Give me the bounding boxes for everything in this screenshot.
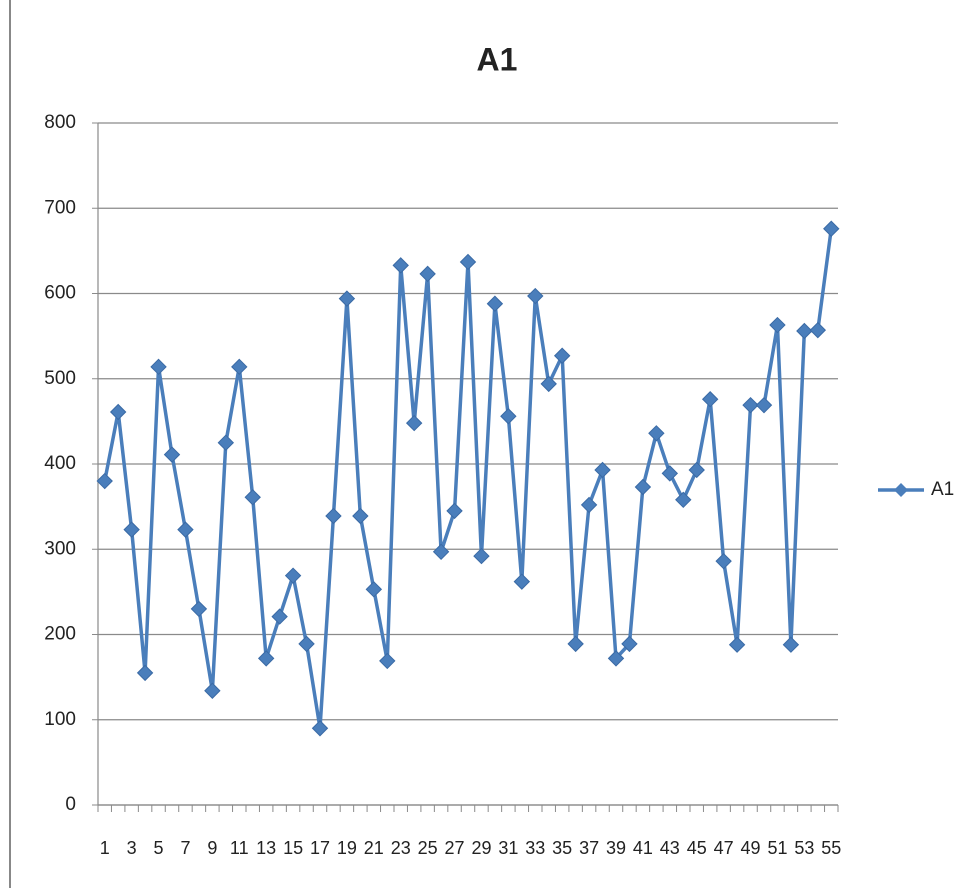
- x-tick-label: 53: [794, 838, 814, 858]
- y-tick-label: 500: [44, 368, 76, 389]
- data-marker: [245, 490, 260, 505]
- data-marker: [716, 554, 731, 569]
- y-tick-label: 300: [44, 538, 76, 559]
- data-marker: [474, 549, 489, 564]
- data-marker: [689, 462, 704, 477]
- data-marker: [232, 359, 247, 374]
- data-marker: [111, 404, 126, 419]
- data-marker: [783, 637, 798, 652]
- x-tick-label: 19: [337, 838, 357, 858]
- x-tick-label: 25: [418, 838, 438, 858]
- data-marker: [595, 462, 610, 477]
- data-marker: [797, 324, 812, 339]
- data-marker: [178, 522, 193, 537]
- x-tick-label: 27: [445, 838, 465, 858]
- data-marker: [380, 653, 395, 668]
- data-marker: [218, 435, 233, 450]
- x-tick-label: 37: [579, 838, 599, 858]
- data-marker: [501, 409, 516, 424]
- data-marker: [555, 348, 570, 363]
- x-tick-label: 11: [230, 838, 249, 858]
- data-marker: [205, 683, 220, 698]
- legend-label: A1: [931, 479, 954, 500]
- x-tick-label: 21: [364, 838, 384, 858]
- data-marker: [582, 497, 597, 512]
- data-marker: [757, 398, 772, 413]
- data-marker: [138, 665, 153, 680]
- x-tick-label: 35: [552, 838, 572, 858]
- x-tick-label: 45: [687, 838, 707, 858]
- y-tick-label: 200: [44, 624, 76, 645]
- data-marker: [353, 509, 368, 524]
- data-marker: [730, 637, 745, 652]
- data-marker: [568, 636, 583, 651]
- data-marker: [649, 426, 664, 441]
- x-tick-label: 15: [283, 838, 303, 858]
- data-marker: [286, 568, 301, 583]
- y-tick-label: 400: [44, 453, 76, 474]
- data-marker: [97, 474, 112, 489]
- data-marker: [191, 601, 206, 616]
- data-marker: [151, 359, 166, 374]
- data-marker: [326, 509, 341, 524]
- data-marker: [393, 258, 408, 273]
- x-tick-label: 1: [100, 838, 110, 858]
- data-marker: [272, 609, 287, 624]
- x-tick-label: 43: [660, 838, 680, 858]
- y-tick-label: 600: [44, 283, 76, 304]
- x-tick-label: 7: [180, 838, 190, 858]
- x-tick-label: 17: [310, 838, 330, 858]
- x-tick-label: 51: [767, 838, 787, 858]
- data-marker: [635, 480, 650, 495]
- x-tick-label: 23: [391, 838, 411, 858]
- data-marker: [528, 289, 543, 304]
- data-marker: [662, 466, 677, 481]
- x-tick-label: 41: [633, 838, 653, 858]
- chart-title: A1: [477, 41, 518, 77]
- data-marker: [676, 492, 691, 507]
- x-tick-label: 13: [256, 838, 276, 858]
- data-marker: [810, 323, 825, 338]
- data-marker: [299, 636, 314, 651]
- data-line: [105, 229, 832, 729]
- x-tick-label: 31: [498, 838, 518, 858]
- y-tick-label: 100: [44, 709, 76, 730]
- x-tick-label: 55: [821, 838, 841, 858]
- x-tick-label: 47: [714, 838, 734, 858]
- data-marker: [407, 416, 422, 431]
- y-tick-label: 700: [44, 197, 76, 218]
- data-marker: [313, 721, 328, 736]
- x-tick-label: 29: [471, 838, 491, 858]
- y-tick-label: 0: [65, 794, 76, 815]
- data-marker: [420, 266, 435, 281]
- x-tick-label: 3: [127, 838, 137, 858]
- x-tick-label: 9: [207, 838, 217, 858]
- chart: A1 0100200300400500600700800135791113151…: [0, 0, 972, 888]
- x-tick-label: 33: [525, 838, 545, 858]
- legend-marker: [894, 483, 908, 497]
- x-tick-label: 5: [154, 838, 164, 858]
- data-marker: [770, 318, 785, 333]
- data-marker: [514, 574, 529, 589]
- data-marker: [703, 392, 718, 407]
- x-tick-label: 39: [606, 838, 626, 858]
- data-marker: [447, 503, 462, 518]
- data-marker: [165, 447, 180, 462]
- data-marker: [824, 221, 839, 236]
- data-marker: [487, 296, 502, 311]
- data-marker: [461, 254, 476, 269]
- y-tick-label: 800: [44, 112, 76, 133]
- x-tick-label: 49: [741, 838, 761, 858]
- data-marker: [259, 651, 274, 666]
- data-marker: [434, 544, 449, 559]
- data-marker: [366, 582, 381, 597]
- data-marker: [124, 522, 139, 537]
